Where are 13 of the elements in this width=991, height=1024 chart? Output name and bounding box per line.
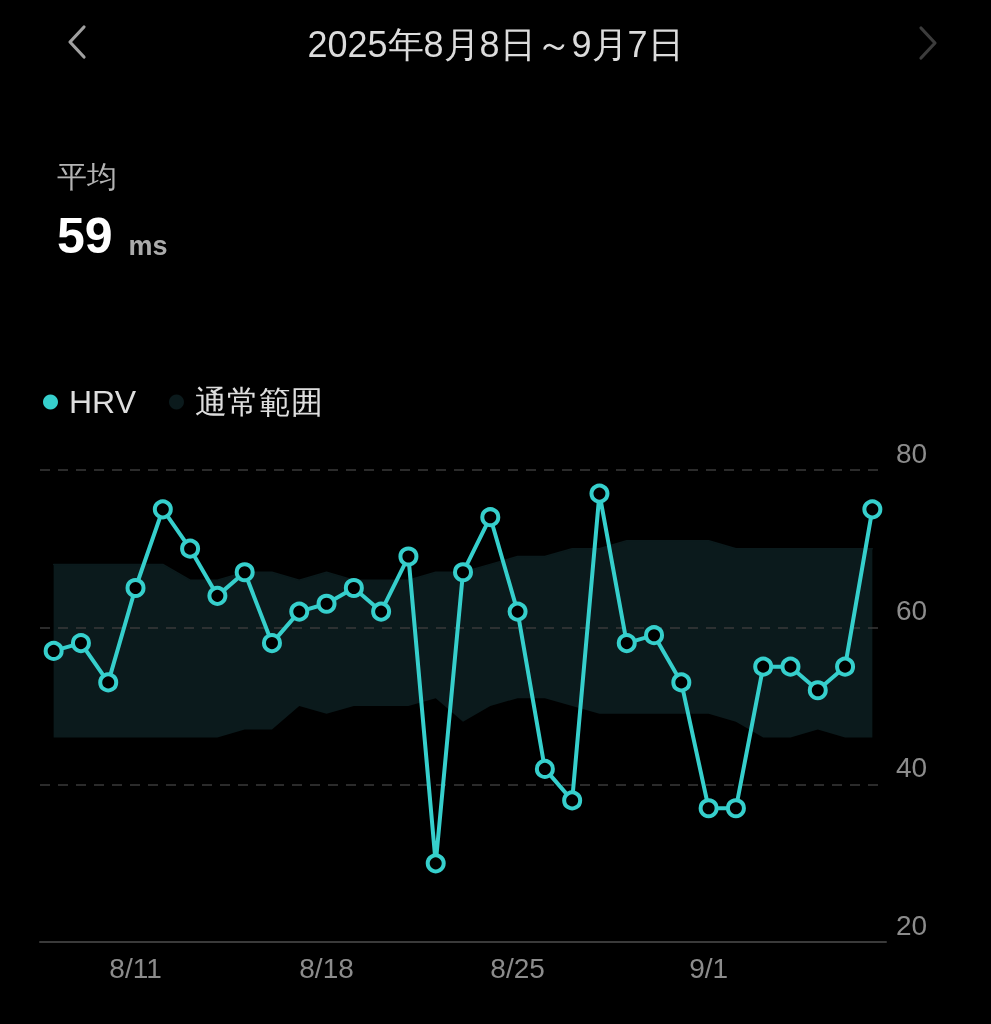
x-tick-label: 8/25 [490,952,545,984]
chart-title: 2025年8月8日～9月7日 [307,23,684,65]
legend-label: 通常範囲 [194,384,323,420]
chart-subtitle: 平均 [57,159,117,193]
y-tick-label: 40 [896,752,928,784]
y-tick-label: 60 [896,594,928,626]
x-tick-label: 8/18 [299,952,354,984]
y-tick-label: 20 [896,909,928,941]
x-tick-label: 9/1 [689,952,729,984]
text: 59 ms [57,208,168,264]
y-tick-label: 80 [896,437,928,469]
x-tick-label: 8/11 [109,952,162,984]
legend-label: HRV [69,384,137,420]
